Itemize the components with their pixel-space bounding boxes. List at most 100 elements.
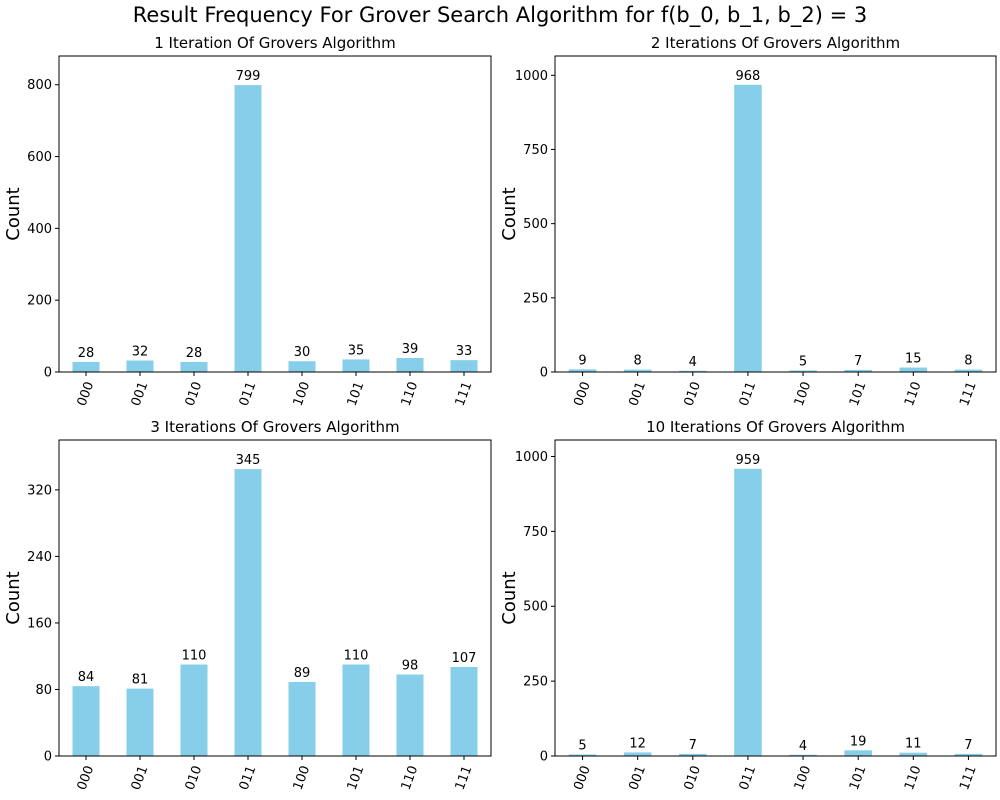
- bar-value-label: 39: [402, 342, 419, 357]
- bar-101: [844, 750, 872, 756]
- figure-title: Result Frequency For Grover Search Algor…: [132, 3, 868, 27]
- bar-010: [180, 664, 208, 756]
- bar-value-label: 35: [348, 343, 365, 358]
- x-tick-label: 001: [626, 380, 649, 408]
- bar-value-label: 799: [236, 69, 261, 84]
- x-tick-label: 000: [571, 380, 594, 408]
- bar-value-label: 32: [132, 345, 149, 360]
- x-tick-label: 010: [682, 764, 705, 792]
- bar-100: [288, 361, 316, 372]
- bar-000: [568, 754, 597, 756]
- bar-111: [450, 360, 478, 372]
- bar-110: [396, 358, 424, 372]
- bar-value-label: 28: [78, 346, 95, 361]
- x-tick-label: 101: [345, 764, 368, 792]
- bar-value-label: 28: [186, 346, 203, 361]
- y-axis-label: Count: [499, 571, 520, 624]
- bar-010: [679, 370, 707, 372]
- x-tick-label: 000: [75, 380, 98, 408]
- y-tick-label: 0: [44, 366, 52, 381]
- bar-value-label: 107: [452, 651, 477, 666]
- x-tick-label: 001: [626, 764, 649, 792]
- x-tick-label: 000: [571, 764, 594, 792]
- chart-title: 1 Iteration Of Grovers Algorithm: [154, 34, 396, 52]
- bar-value-label: 33: [456, 344, 473, 359]
- x-tick-label: 111: [453, 764, 476, 792]
- x-tick-label: 010: [183, 380, 206, 408]
- bar-value-label: 7: [689, 738, 697, 753]
- bar-value-label: 7: [854, 354, 862, 369]
- x-tick-label: 001: [129, 380, 152, 408]
- y-tick-label: 240: [27, 550, 52, 565]
- x-tick-label: 011: [237, 764, 260, 792]
- bar-value-label: 110: [344, 649, 369, 664]
- bar-value-label: 5: [578, 739, 586, 754]
- x-tick-label: 110: [902, 764, 925, 792]
- bar-100: [789, 754, 817, 756]
- chart-panel-3: 84 000 81 001 110 010 345 011 89 100 110 101 98 110 10…: [3, 418, 492, 792]
- plot-frame: [554, 439, 997, 757]
- bar-001: [623, 369, 652, 372]
- bar-value-label: 8: [964, 354, 972, 369]
- y-tick-label: 160: [27, 616, 52, 631]
- x-tick-label: 100: [291, 380, 314, 408]
- bar-010: [679, 753, 707, 756]
- x-tick-label: 111: [957, 380, 980, 408]
- y-tick-label: 800: [27, 78, 52, 93]
- bar-101: [342, 359, 370, 372]
- x-tick-label: 101: [345, 380, 368, 408]
- bar-value-label: 968: [736, 69, 761, 84]
- bar-101: [342, 664, 370, 756]
- x-tick-label: 000: [75, 764, 98, 792]
- y-axis-label: Count: [3, 187, 24, 240]
- chart-panel-4: 5 000 12 001 7 010 959 011 4 100 19 101 11 110 7 111 0 25…: [499, 418, 997, 792]
- bar-101: [844, 369, 872, 372]
- bar-value-label: 345: [236, 453, 261, 468]
- x-tick-label: 110: [902, 380, 925, 408]
- bar-111: [954, 753, 983, 756]
- x-tick-label: 101: [847, 380, 870, 408]
- x-tick-label: 101: [847, 764, 870, 792]
- bar-value-label: 4: [689, 355, 697, 370]
- y-tick-label: 0: [540, 366, 548, 381]
- x-tick-label: 100: [792, 764, 815, 792]
- y-tick-label: 500: [523, 600, 548, 615]
- plot-frame: [58, 55, 492, 373]
- bar-001: [126, 360, 154, 372]
- y-tick-label: 600: [27, 150, 52, 165]
- bar-value-label: 15: [905, 352, 922, 367]
- x-tick-label: 111: [453, 380, 476, 408]
- x-tick-label: 110: [399, 764, 422, 792]
- bar-011: [734, 84, 762, 372]
- plot-frame: [554, 55, 997, 373]
- bar-value-label: 89: [294, 666, 311, 681]
- bar-110: [899, 752, 928, 756]
- y-axis-label: Count: [3, 571, 24, 624]
- bar-011: [234, 469, 262, 756]
- bar-value-label: 5: [799, 355, 807, 370]
- bar-100: [789, 370, 817, 372]
- bar-value-label: 30: [294, 345, 311, 360]
- bar-value-label: 98: [402, 659, 419, 674]
- bar-001: [126, 688, 154, 756]
- bar-value-label: 8: [634, 354, 642, 369]
- bar-000: [568, 369, 597, 372]
- chart-title: 2 Iterations Of Grovers Algorithm: [651, 34, 900, 52]
- bar-value-label: 12: [629, 736, 646, 751]
- x-tick-label: 100: [291, 764, 314, 792]
- x-tick-label: 001: [129, 764, 152, 792]
- chart-panel-1: 28 000 32 001 28 010 799 011 30 100 35 101 39 110 33 11…: [3, 34, 492, 408]
- bar-value-label: 959: [736, 453, 761, 468]
- y-tick-label: 750: [523, 525, 548, 540]
- bar-value-label: 7: [964, 738, 972, 753]
- y-tick-label: 750: [523, 143, 548, 158]
- y-tick-label: 400: [27, 222, 52, 237]
- y-tick-label: 250: [523, 675, 548, 690]
- bar-011: [734, 468, 762, 756]
- bar-110: [899, 367, 928, 372]
- x-tick-label: 010: [682, 380, 705, 408]
- bar-value-label: 110: [182, 649, 207, 664]
- x-tick-label: 110: [399, 380, 422, 408]
- bar-value-label: 84: [78, 670, 95, 685]
